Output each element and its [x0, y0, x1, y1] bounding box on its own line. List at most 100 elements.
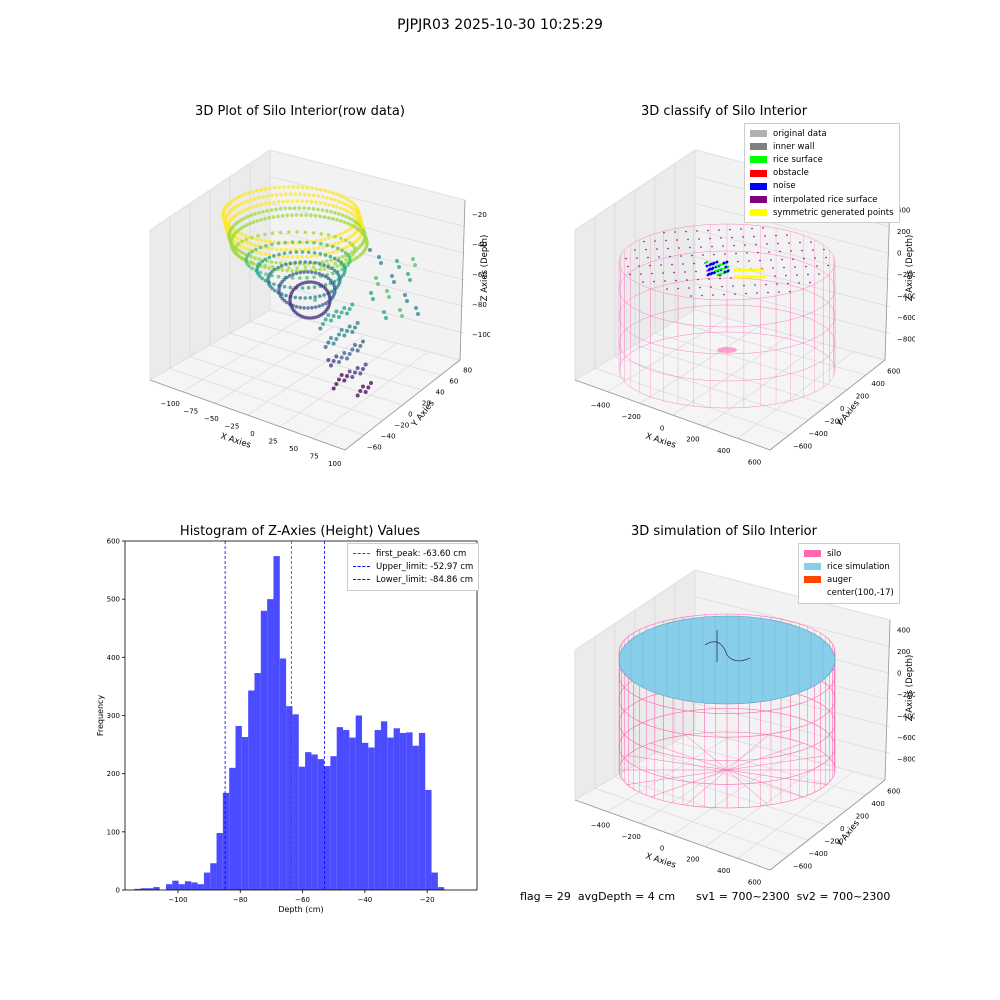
p1-data-point [251, 189, 255, 194]
p2-ztick-label: −800 [897, 335, 915, 343]
p2-interpolated-point [712, 294, 714, 296]
p2-interpolated-point [732, 285, 734, 287]
p1-data-point [361, 339, 365, 344]
histogram-bar [317, 759, 325, 890]
p1-xtick-label: 25 [269, 438, 278, 446]
p2-interpolated-point [711, 245, 713, 248]
p1-data-point [288, 299, 292, 304]
p1-data-point [344, 196, 348, 201]
p1-data-point [331, 191, 335, 195]
p2-symmetric-point [742, 275, 746, 279]
p1-data-point [310, 270, 314, 275]
panel4-legend: silo rice simulation auger center(100,-17) [798, 543, 900, 604]
p1-data-point [243, 234, 248, 238]
p1-data-point [347, 216, 351, 220]
panel3-legend: first_peak: -63.60 cm Upper_limit: -52.97… [347, 543, 480, 591]
p2-interpolated-point [665, 239, 667, 242]
p1-data-point [338, 206, 343, 210]
p1-data-point [319, 188, 323, 192]
p1-ztick-label: −80 [472, 301, 487, 309]
p1-data-point [312, 241, 316, 245]
p1-grid-line [269, 256, 466, 307]
p1-xtick-label: 75 [310, 453, 319, 461]
p1-data-point [302, 306, 306, 310]
p2-interpolated-point [783, 266, 785, 269]
p2-grid-line [694, 203, 891, 254]
p2-interpolated-point [673, 271, 675, 274]
legend-color-swatch [750, 169, 767, 177]
p2-interpolated-point [718, 229, 720, 231]
p1-data-point [344, 229, 348, 234]
p2-interpolated-point [662, 272, 664, 274]
p2-symmetric-point [740, 275, 744, 279]
p1-data-point [281, 254, 285, 259]
p1-data-point [342, 265, 347, 270]
p2-interpolated-point [663, 231, 665, 234]
histogram-bar [336, 727, 344, 890]
p2-interpolated-point [823, 248, 825, 251]
p2-ztick-label: −200 [897, 271, 915, 279]
p1-data-point [288, 192, 293, 196]
p1-data-point [309, 200, 314, 204]
p1-data-point [276, 200, 281, 204]
p2-symmetric-point [733, 268, 737, 272]
p1-data-point [332, 268, 337, 273]
p4-silo-floor-spoke [685, 734, 728, 771]
p2-interpolated-point [720, 237, 722, 239]
p1-data-point [305, 199, 309, 204]
p1-data-point [350, 347, 355, 352]
p2-interpolated-point [816, 265, 818, 267]
p1-data-point [279, 192, 283, 197]
p1-data-point [342, 207, 346, 212]
legend-label: Upper_limit: -52.97 cm [376, 561, 474, 572]
p1-data-point [240, 193, 244, 198]
p1-data-point [326, 299, 331, 304]
p1-data-point [247, 235, 251, 239]
p1-data-point [260, 259, 264, 264]
p1-data-point [296, 185, 300, 189]
p1-data-point [280, 214, 285, 218]
p2-rice-surface-point [726, 269, 730, 273]
histogram-bar [273, 556, 280, 890]
p1-data-point [398, 308, 402, 312]
p2-interpolated-point [660, 264, 662, 266]
p1-data-point [288, 206, 292, 210]
legend-color-swatch [804, 563, 821, 571]
p1-data-point [312, 275, 316, 279]
p1-data-point [312, 285, 317, 289]
histogram-bar [311, 754, 318, 890]
p1-data-point [348, 235, 353, 239]
p2-rice-surface-point [712, 261, 716, 265]
p1-data-point [350, 253, 355, 257]
p4-silo-floor-spoke [726, 734, 769, 771]
y-tick-label: 600 [107, 538, 120, 546]
p1-data-point [318, 326, 323, 331]
p2-interpolated-point [809, 281, 811, 284]
p1-data-point [345, 356, 349, 361]
p2-interpolated-point [775, 234, 777, 237]
p1-data-point [411, 257, 415, 261]
p2-symmetric-point [750, 275, 754, 279]
p1-data-point [337, 315, 341, 319]
p1-data-point [363, 390, 368, 394]
p1-data-point [331, 386, 336, 391]
p2-ytick-label: 200 [856, 392, 869, 400]
p1-data-point [408, 278, 412, 282]
p2-symmetric-point [735, 268, 739, 272]
histogram-bar [343, 730, 350, 890]
p1-data-point [270, 269, 275, 274]
p1-data-point [368, 248, 372, 252]
p2-symmetric-point [738, 275, 742, 279]
p1-data-point [257, 262, 262, 266]
p1-data-point [237, 219, 242, 223]
p1-data-point [249, 213, 254, 217]
p2-interpolated-point [774, 275, 776, 277]
p1-data-point [313, 305, 318, 309]
p2-interpolated-point [658, 256, 660, 258]
p1-data-point [295, 199, 300, 203]
p1-data-point [325, 195, 329, 200]
p2-silo-ring [618, 331, 836, 409]
p2-symmetric-point [747, 268, 751, 272]
p1-data-point [318, 214, 322, 219]
p2-interpolated-point [638, 265, 640, 267]
